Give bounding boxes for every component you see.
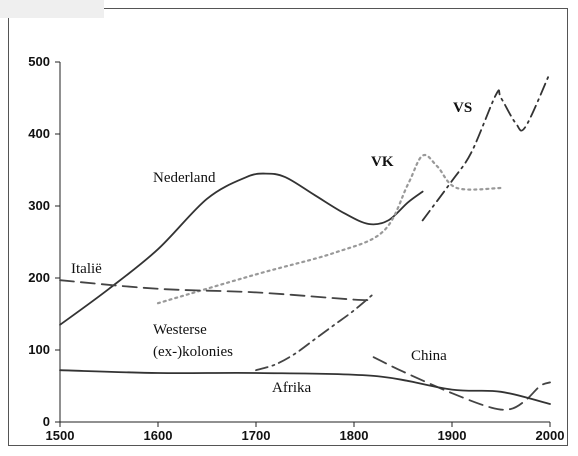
series-line-china xyxy=(372,356,551,411)
x-tick-label: 1500 xyxy=(46,428,75,443)
label-westerse-line2: (ex-)kolonies xyxy=(153,344,233,360)
series-line-afrika xyxy=(59,369,551,405)
label-italie: Italië xyxy=(71,261,102,277)
series-line-vs xyxy=(421,71,551,222)
y-tick-label: 200 xyxy=(28,270,50,285)
x-tick-label: 1600 xyxy=(144,428,173,443)
series-line-itali xyxy=(59,279,375,302)
label-vk: VK xyxy=(371,154,394,170)
y-tick-label: 400 xyxy=(28,126,50,141)
x-tick-label: 1900 xyxy=(438,428,467,443)
series-line-nederland xyxy=(59,172,424,326)
x-tick-label: 2000 xyxy=(536,428,565,443)
y-tick-label: 100 xyxy=(28,342,50,357)
y-tick-label: 500 xyxy=(28,54,50,69)
y-tick-label: 300 xyxy=(28,198,50,213)
x-tick-label: 1800 xyxy=(340,428,369,443)
series-line-vk xyxy=(156,153,503,305)
label-china: China xyxy=(411,348,447,364)
label-afrika: Afrika xyxy=(272,380,311,396)
label-nederland: Nederland xyxy=(153,170,216,186)
label-vs: VS xyxy=(453,100,472,116)
series-layer xyxy=(59,71,551,411)
series-labels: Nederland VK VS Italië Westerse (ex-)kol… xyxy=(71,100,472,396)
x-tick-label: 1700 xyxy=(242,428,271,443)
axes: 0 100 200 300 400 500 1500 1600 1700 1800 1900 2000 xyxy=(28,54,564,443)
corner-tab xyxy=(0,0,104,18)
y-tick-label: 0 xyxy=(43,414,50,429)
series-line-westerse-ex-kolonies xyxy=(255,292,375,372)
label-westerse-line1: Westerse xyxy=(153,322,207,338)
